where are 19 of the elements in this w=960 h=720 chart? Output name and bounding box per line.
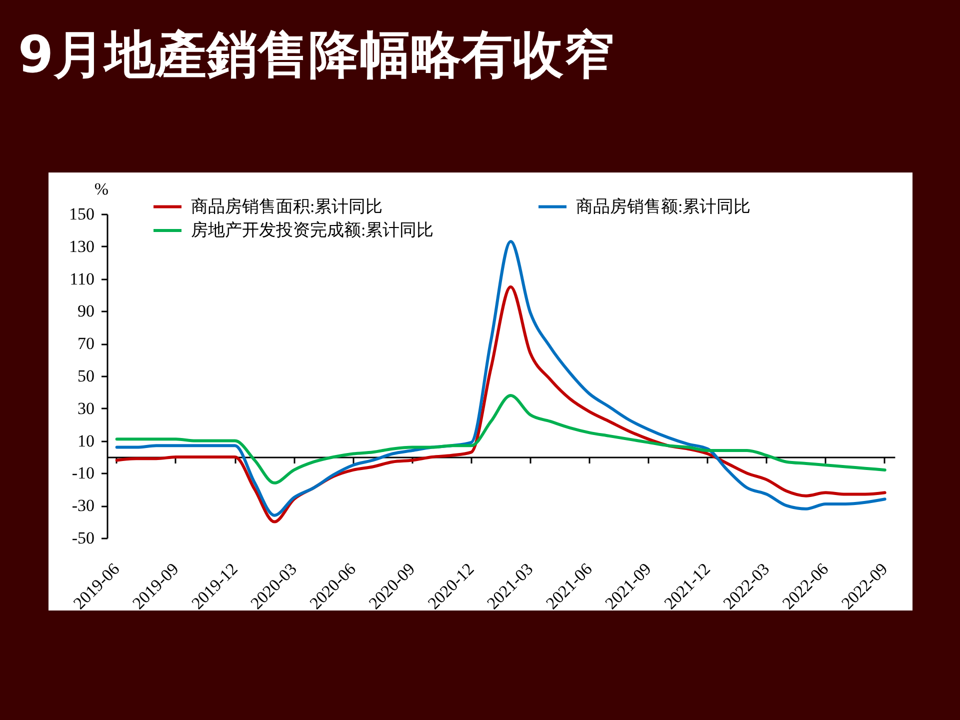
y-tick-label: -50	[72, 528, 94, 548]
y-tick-label: 90	[78, 302, 94, 321]
chart-title: 9月地產銷售降幅略有收窄	[18, 26, 614, 85]
line-series	[115, 240, 886, 517]
y-tick-label: -10	[72, 464, 94, 483]
y-tick-label: 150	[69, 204, 94, 224]
legend-label: 房地产开发投资完成额:累计同比	[191, 220, 434, 240]
legend-label: 商品房销售面积:累计同比	[191, 196, 383, 216]
line-series	[115, 285, 886, 524]
legend-label: 商品房销售额:累计同比	[576, 196, 751, 216]
y-axis-title: %	[94, 180, 109, 198]
y-tick-label: 130	[69, 236, 94, 256]
y-tick-label: -30	[72, 496, 94, 516]
line-series	[115, 394, 886, 484]
y-tick-label: 70	[78, 334, 94, 354]
y-tick-label: 110	[70, 269, 94, 288]
y-tick-label: 10	[78, 431, 94, 450]
y-tick-label: 50	[78, 366, 94, 386]
y-tick-label: 30	[78, 398, 94, 418]
